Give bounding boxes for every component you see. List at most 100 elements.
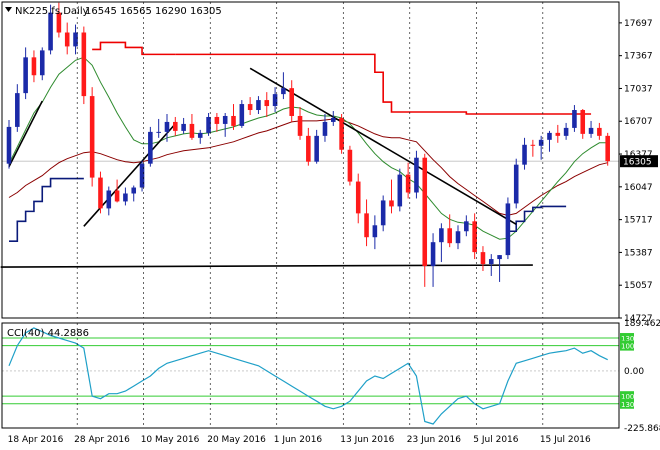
y-tick-label: 15387	[624, 248, 653, 258]
candle-body	[464, 221, 469, 232]
candle-body	[530, 144, 536, 146]
candle-body	[206, 116, 211, 133]
candle-body	[563, 127, 569, 136]
candle-body	[455, 231, 461, 244]
candle-body	[597, 127, 602, 136]
candle-body	[164, 121, 170, 132]
cci-frame	[1, 322, 620, 429]
y-tick-label: 15057	[624, 281, 653, 291]
candle-body	[156, 131, 161, 133]
candle-body	[547, 132, 552, 140]
candle-body	[355, 181, 361, 214]
candle-body	[214, 116, 220, 124]
candle-body	[447, 228, 452, 244]
candle-body	[6, 126, 12, 164]
candle-body	[522, 144, 527, 165]
cci-tick-label: 189.4625	[624, 319, 660, 329]
candle-body	[580, 110, 586, 134]
cci-level-box	[620, 391, 634, 402]
cci-level-label: 100	[621, 393, 634, 401]
candle-body	[480, 252, 486, 265]
cci-indicator-panel	[2, 327, 619, 425]
candle-body	[98, 177, 103, 209]
main-price-panel	[0, 2, 619, 287]
candle-body	[289, 88, 294, 116]
candle-body	[264, 100, 270, 107]
candle-body	[605, 135, 610, 162]
cci-level-box	[620, 398, 634, 409]
candle-body	[56, 12, 62, 33]
cci-tick-label: 0.00	[624, 367, 644, 377]
candle-body	[247, 104, 253, 111]
candle-body	[173, 121, 178, 131]
candle-body	[297, 115, 303, 136]
x-tick-label: 5 Jul 2016	[473, 435, 518, 445]
candle-body	[106, 190, 112, 209]
y-tick-label: 17037	[624, 84, 653, 94]
x-tick-label: 10 May 2016	[141, 435, 200, 445]
y-tick-label: 16707	[624, 117, 653, 127]
candle-body	[472, 221, 477, 253]
candle-body	[181, 123, 186, 131]
x-tick-label: 20 May 2016	[207, 435, 266, 445]
candle-body	[364, 213, 369, 238]
candle-body	[505, 203, 511, 256]
candle-body	[538, 139, 544, 146]
candle-body	[414, 157, 419, 193]
candle-body	[497, 255, 502, 260]
candle-body	[189, 123, 195, 138]
candle-body	[430, 242, 436, 267]
candle-body	[389, 200, 394, 207]
candle-body	[131, 187, 137, 194]
candle-body	[48, 12, 53, 51]
resistance-step-line-right	[175, 53, 592, 115]
current-price-box	[620, 155, 658, 168]
candle-body	[306, 135, 311, 162]
candle-body	[314, 135, 319, 162]
y-tick-label: 14727	[624, 314, 653, 324]
x-tick-label: 28 Apr 2016	[74, 435, 130, 445]
cci-level-label: 100	[621, 343, 634, 351]
cci-level-box	[620, 333, 634, 344]
candle-body	[231, 115, 236, 126]
x-tick-label: 23 Jun 2016	[407, 435, 461, 445]
candle-body	[23, 57, 28, 94]
cci-level-label: 130	[621, 335, 634, 343]
candle-body	[39, 50, 45, 76]
y-tick-label: 16047	[624, 183, 653, 193]
candle-body	[15, 93, 20, 127]
candle-body	[322, 121, 328, 136]
y-tick-label: 17697	[624, 19, 653, 29]
candle-body	[123, 193, 128, 202]
support-step-line	[9, 177, 84, 242]
candle-body	[380, 200, 386, 226]
candle-body	[555, 132, 561, 136]
candle-body	[64, 32, 70, 47]
candle-body	[422, 157, 428, 267]
candle-body	[488, 259, 494, 265]
x-tick-label: 13 Jun 2016	[340, 435, 394, 445]
candle-body	[281, 88, 286, 95]
chart-menu-icon[interactable]	[5, 7, 12, 12]
cci-line	[8, 327, 608, 425]
candle-body	[89, 96, 95, 178]
candle-body	[73, 32, 78, 47]
trendline	[249, 67, 517, 225]
x-tick-label: 1 Jun 2016	[274, 435, 323, 445]
candle-body	[331, 117, 336, 122]
chart-title: NK225.fs,Daily	[15, 6, 89, 17]
candle-body	[222, 115, 228, 124]
candle-body	[588, 127, 594, 134]
x-tick-label: 15 Jul 2016	[540, 435, 591, 445]
x-tick-label: 18 Apr 2016	[8, 435, 64, 445]
candle-body	[347, 149, 353, 182]
trendline	[83, 123, 176, 227]
candle-body	[256, 100, 261, 111]
trendline	[8, 100, 43, 168]
candle-body	[572, 110, 577, 128]
candle-body	[114, 190, 120, 202]
current-price-label: 16305	[623, 158, 652, 168]
candle-body	[372, 225, 378, 238]
